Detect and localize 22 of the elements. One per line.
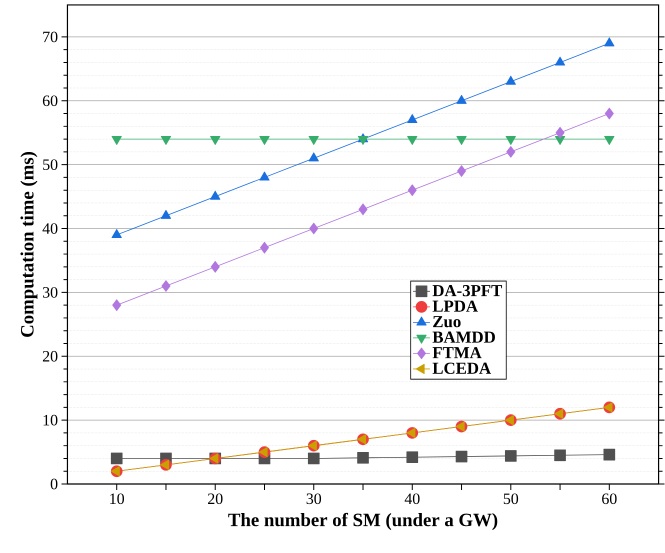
x-tick-label: 40 bbox=[404, 493, 420, 504]
x-axis-title: The number of SM (under a GW) bbox=[228, 512, 498, 530]
x-tick-label: 10 bbox=[110, 493, 124, 504]
y-tick-label: 10 bbox=[44, 414, 58, 426]
legend-label: FTMA bbox=[432, 346, 482, 358]
x-tick-label: 50 bbox=[504, 493, 518, 504]
y-tick-label: 70 bbox=[43, 31, 58, 42]
legend-label: LCEDA bbox=[432, 362, 491, 374]
x-tick-label: 20 bbox=[208, 493, 223, 504]
legend-label: LPDA bbox=[432, 300, 478, 312]
legend-label: DA-3PFT bbox=[432, 284, 502, 296]
y-axis-title: Computation time (ms) bbox=[20, 152, 38, 337]
y-tick-label: 50 bbox=[43, 159, 58, 170]
legend-label: BAMDD bbox=[432, 331, 495, 342]
x-tick-label: 60 bbox=[602, 493, 617, 504]
y-tick-label: 60 bbox=[42, 95, 58, 106]
y-tick-label: 40 bbox=[42, 222, 58, 234]
legend-label: Zuo bbox=[433, 316, 461, 328]
y-tick-label: 20 bbox=[42, 350, 58, 362]
y-tick-label: 30 bbox=[42, 286, 58, 298]
y-tick-label: 0 bbox=[50, 478, 58, 490]
x-tick-label: 30 bbox=[306, 493, 322, 504]
